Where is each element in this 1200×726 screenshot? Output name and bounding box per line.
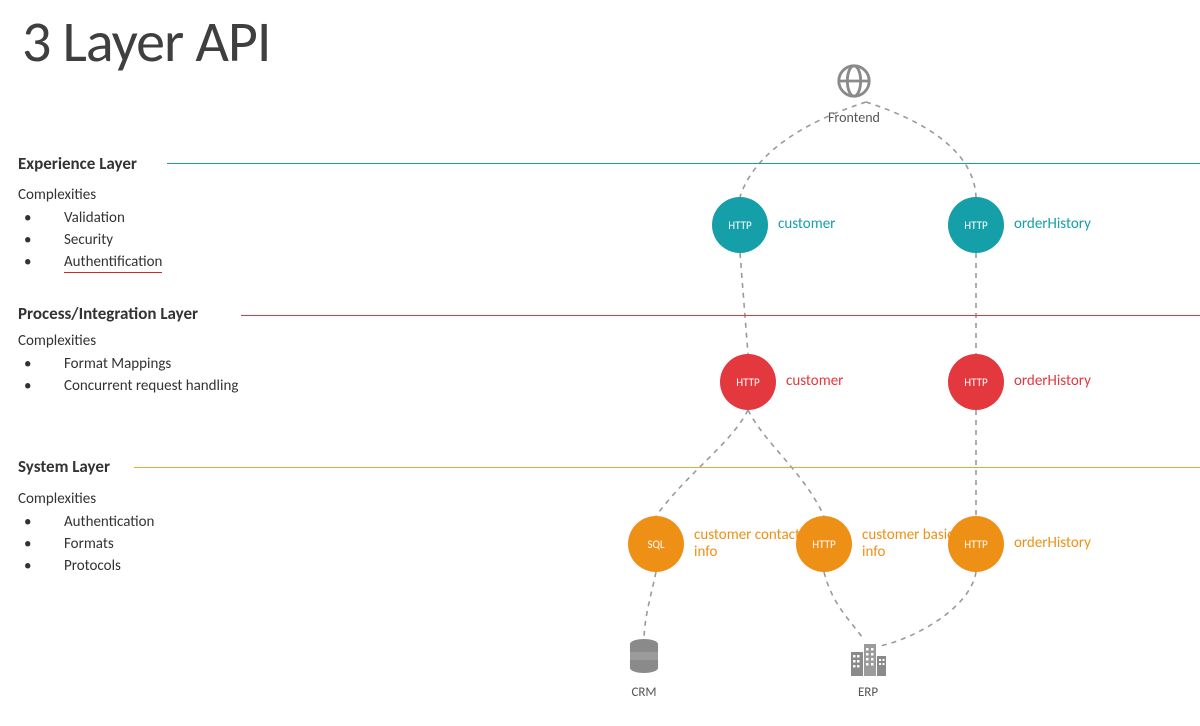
frontend-icon: Frontend <box>828 62 880 126</box>
complexities-item: Protocols <box>18 556 154 578</box>
api-node: HTTP orderHistory <box>948 197 1091 253</box>
layer-divider <box>134 467 1200 468</box>
complexities-item-text: Validation <box>64 209 125 227</box>
crm-system: CRM <box>626 638 662 700</box>
api-node: HTTP orderHistory <box>948 516 1091 572</box>
api-node-label: orderHistory <box>1014 373 1091 390</box>
api-node: SQL customer contact info <box>628 516 804 572</box>
complexities-item: Format Mappings <box>18 354 238 376</box>
complexities-list: Validation Security Authentification <box>18 208 162 273</box>
api-node: HTTP customer <box>712 197 835 253</box>
complexities-item: Authentification <box>18 252 162 274</box>
complexities-item-text: Protocols <box>64 557 121 575</box>
layer-divider <box>241 315 1200 316</box>
api-node-label: customer <box>778 216 835 233</box>
frontend-label: Frontend <box>828 109 880 126</box>
api-node-protocol: HTTP <box>712 197 768 253</box>
layer-divider <box>167 163 1200 164</box>
api-node-label: customer <box>786 373 843 390</box>
complexities-item-text: Security <box>64 231 113 249</box>
api-node-label: customer contact info <box>694 527 804 562</box>
api-node: HTTP customer <box>720 354 843 410</box>
connector-edge <box>740 253 748 354</box>
connector-edge <box>880 572 976 646</box>
database-icon <box>626 638 662 678</box>
building-icon <box>848 638 888 678</box>
layer-heading: System Layer <box>18 456 110 477</box>
api-node-protocol: HTTP <box>948 197 1004 253</box>
api-node-protocol: SQL <box>628 516 684 572</box>
api-node-protocol: HTTP <box>796 516 852 572</box>
complexities-item-text: Concurrent request handling <box>64 377 238 395</box>
connector-edge <box>748 410 824 516</box>
complexities-list: Authentication Formats Protocols <box>18 512 154 577</box>
system-label: CRM <box>626 685 662 700</box>
complexities-item-text: Authentification <box>64 253 162 273</box>
complexities-label: Complexities <box>18 332 96 350</box>
complexities-item: Security <box>18 230 162 252</box>
system-label: ERP <box>848 685 888 700</box>
api-node: HTTPcustomer basic info <box>796 516 972 572</box>
api-node-protocol: HTTP <box>948 354 1004 410</box>
api-node-protocol: HTTP <box>720 354 776 410</box>
api-node-label: orderHistory <box>1014 535 1091 552</box>
complexities-item-text: Formats <box>64 535 114 553</box>
erp-system: ERP <box>848 638 888 700</box>
complexities-label: Complexities <box>18 490 96 508</box>
connector-edge <box>644 572 656 638</box>
globe-icon <box>835 62 873 100</box>
complexities-item: Formats <box>18 534 154 556</box>
page-title: 3 Layer API <box>22 6 270 77</box>
complexities-item: Validation <box>18 208 162 230</box>
connector-edge <box>866 102 976 197</box>
complexities-item-text: Authentication <box>64 513 154 531</box>
layer-heading: Process/Integration Layer <box>18 303 198 324</box>
connector-edge <box>656 410 748 516</box>
complexities-label: Complexities <box>18 186 96 204</box>
api-node-protocol: HTTP <box>948 516 1004 572</box>
complexities-item: Concurrent request handling <box>18 376 238 398</box>
api-node-label: orderHistory <box>1014 216 1091 233</box>
complexities-item: Authentication <box>18 512 154 534</box>
complexities-item-text: Format Mappings <box>64 355 171 373</box>
connector-edge <box>824 572 864 640</box>
complexities-list: Format Mappings Concurrent request handli… <box>18 354 238 398</box>
api-node: HTTP orderHistory <box>948 354 1091 410</box>
layer-heading: Experience Layer <box>18 153 137 174</box>
